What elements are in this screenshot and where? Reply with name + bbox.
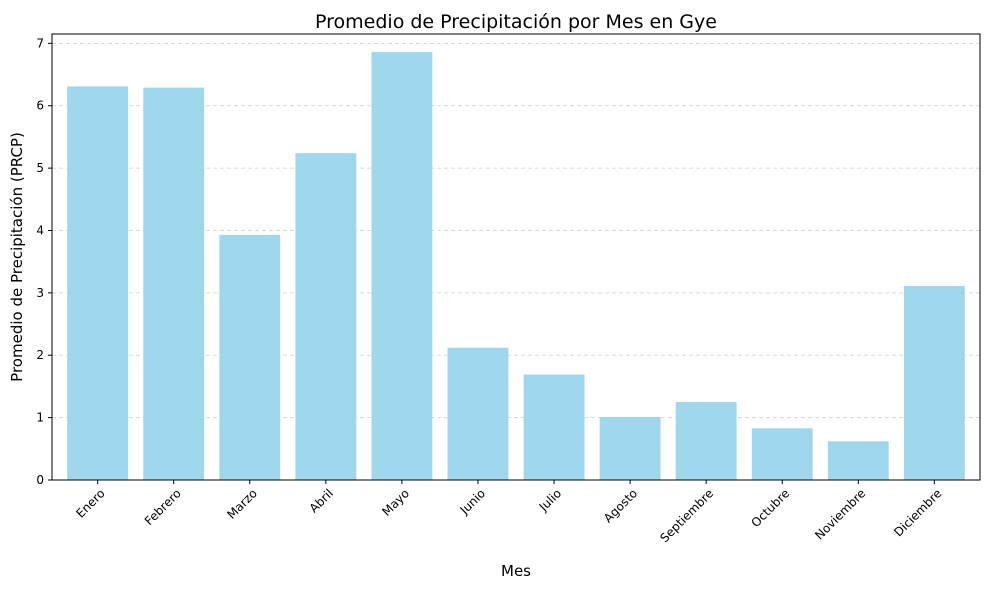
x-tick-label: Abril	[307, 486, 336, 515]
bar-julio	[523, 374, 585, 480]
y-tick-label: 6	[36, 99, 44, 113]
y-tick-label: 4	[36, 223, 44, 237]
bar-abril	[295, 153, 357, 480]
bar-febrero	[143, 87, 205, 481]
x-tick-label: Febrero	[142, 486, 184, 528]
x-tick-label: Septiembre	[657, 486, 716, 545]
bar-junio	[447, 347, 509, 480]
y-tick-label: 0	[36, 473, 44, 487]
x-tick-label: Marzo	[224, 486, 260, 522]
x-tick-label: Diciembre	[891, 486, 944, 539]
bar-diciembre	[903, 286, 965, 480]
y-tick-label: 2	[36, 348, 44, 362]
y-tick-label: 7	[36, 36, 44, 50]
bar-octubre	[751, 428, 813, 480]
y-axis-label: Promedio de Precipitación (PRCP)	[8, 132, 26, 382]
bar-noviembre	[827, 441, 889, 480]
x-tick-label: Noviembre	[812, 486, 868, 542]
bar-enero	[67, 86, 129, 480]
x-tick-label: Junio	[457, 486, 488, 517]
y-tick-label: 1	[36, 411, 44, 425]
bar-agosto	[599, 416, 661, 480]
x-axis-label: Mes	[501, 562, 531, 580]
plot-frame	[51, 33, 981, 481]
y-axis-ticks: 0 1 2 3 4 5 6 7	[36, 36, 52, 487]
bar-mayo	[371, 52, 433, 481]
x-axis-ticks: Enero Febrero Marzo Abril Mayo Junio Julio Agos…	[73, 480, 944, 545]
x-tick-label: Mayo	[379, 486, 412, 519]
chart-title: Promedio de Precipitación por Mes en Gye	[315, 11, 717, 33]
bar-septiembre	[675, 402, 737, 480]
bar-marzo	[219, 234, 281, 480]
bars	[67, 52, 965, 481]
x-tick-label: Enero	[73, 486, 107, 520]
x-tick-label: Octubre	[748, 486, 792, 530]
x-tick-label: Agosto	[601, 486, 640, 525]
y-tick-label: 5	[36, 161, 44, 175]
y-gridlines	[52, 42, 980, 419]
x-tick-label: Julio	[536, 486, 564, 514]
y-tick-label: 3	[36, 286, 44, 300]
